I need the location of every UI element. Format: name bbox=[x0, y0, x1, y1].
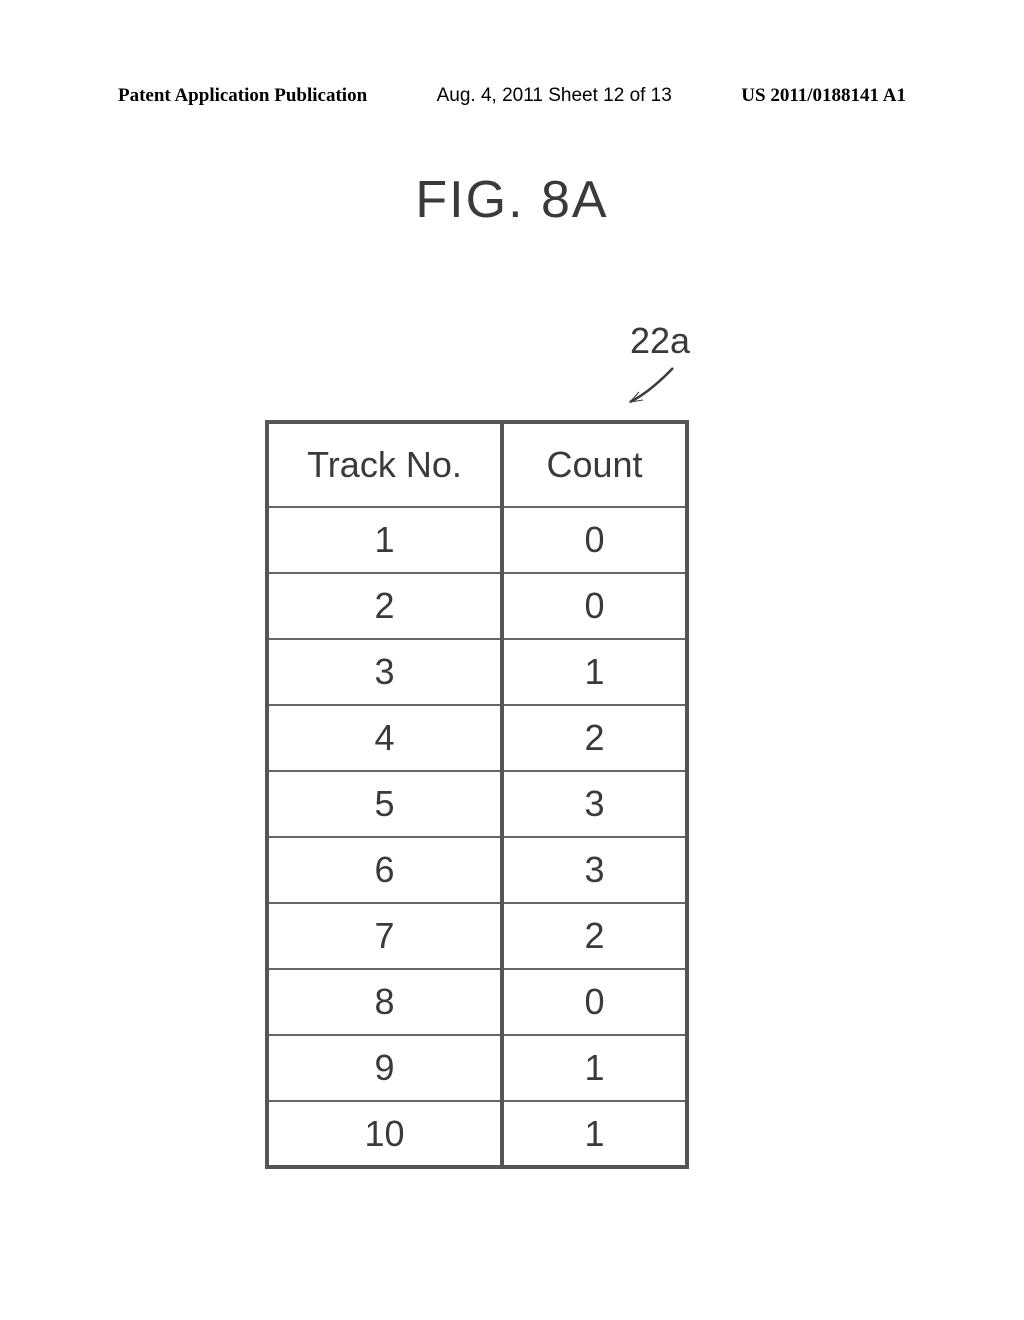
column-header-count: Count bbox=[502, 422, 687, 507]
cell-track: 10 bbox=[267, 1101, 502, 1167]
cell-track: 1 bbox=[267, 507, 502, 573]
table-row: 6 3 bbox=[267, 837, 687, 903]
cell-count: 0 bbox=[502, 969, 687, 1035]
track-count-table: Track No. Count 1 0 2 0 3 1 4 2 5 3 6 3 bbox=[265, 420, 689, 1169]
cell-count: 1 bbox=[502, 1035, 687, 1101]
header-patent-number: US 2011/0188141 A1 bbox=[741, 85, 906, 107]
cell-count: 3 bbox=[502, 771, 687, 837]
table-row: 8 0 bbox=[267, 969, 687, 1035]
table-row: 2 0 bbox=[267, 573, 687, 639]
cell-track: 5 bbox=[267, 771, 502, 837]
table-row: 3 1 bbox=[267, 639, 687, 705]
table-header-row: Track No. Count bbox=[267, 422, 687, 507]
cell-track: 9 bbox=[267, 1035, 502, 1101]
cell-count: 0 bbox=[502, 507, 687, 573]
reference-arrow-icon bbox=[625, 362, 685, 407]
cell-track: 2 bbox=[267, 573, 502, 639]
cell-track: 7 bbox=[267, 903, 502, 969]
table-row: 10 1 bbox=[267, 1101, 687, 1167]
cell-track: 6 bbox=[267, 837, 502, 903]
cell-count: 2 bbox=[502, 903, 687, 969]
cell-count: 1 bbox=[502, 639, 687, 705]
cell-count: 1 bbox=[502, 1101, 687, 1167]
table-row: 9 1 bbox=[267, 1035, 687, 1101]
table-row: 5 3 bbox=[267, 771, 687, 837]
figure-title: FIG. 8A bbox=[415, 170, 608, 230]
table-body: 1 0 2 0 3 1 4 2 5 3 6 3 7 2 8 0 bbox=[267, 507, 687, 1167]
cell-count: 2 bbox=[502, 705, 687, 771]
table-row: 4 2 bbox=[267, 705, 687, 771]
cell-track: 8 bbox=[267, 969, 502, 1035]
cell-count: 0 bbox=[502, 573, 687, 639]
header-date-sheet: Aug. 4, 2011 Sheet 12 of 13 bbox=[437, 85, 672, 107]
cell-count: 3 bbox=[502, 837, 687, 903]
table-row: 7 2 bbox=[267, 903, 687, 969]
reference-label: 22a bbox=[630, 320, 690, 362]
header-publication: Patent Application Publication bbox=[118, 85, 367, 107]
page-header: Patent Application Publication Aug. 4, 2… bbox=[0, 85, 1024, 107]
cell-track: 4 bbox=[267, 705, 502, 771]
table-row: 1 0 bbox=[267, 507, 687, 573]
column-header-track: Track No. bbox=[267, 422, 502, 507]
cell-track: 3 bbox=[267, 639, 502, 705]
